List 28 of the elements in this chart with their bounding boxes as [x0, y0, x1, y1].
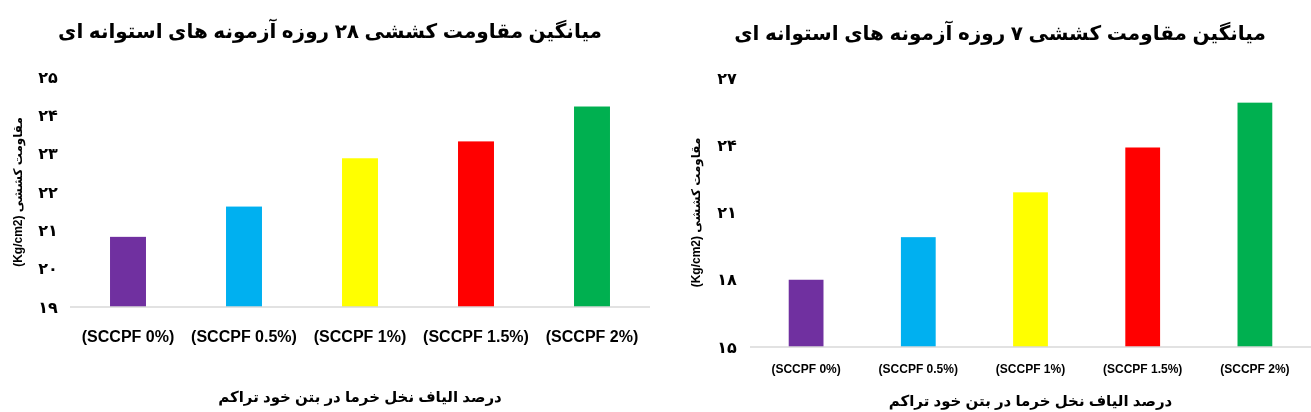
x-tick-label: (SCCPF 1.5%) [1103, 362, 1183, 376]
y-tick-label: ۲۳ [38, 145, 58, 163]
x-tick-label: (SCCPF 2%) [545, 328, 639, 345]
x-tick-label: (SCCPF 1%) [995, 362, 1066, 376]
y-tick-label: ۲۰ [38, 260, 58, 278]
y-axis-title: مقاومت کششی (Kg/cm2) [11, 117, 26, 267]
chart-title: میانگین مقاومت کششی ۲۸ روزه آزمونه های استوانه ای [58, 18, 602, 43]
x-tick-label: (SCCPF 0.5%) [878, 362, 958, 376]
y-tick-label: ۲۱ [38, 221, 58, 239]
y-tick-label: ۲۴ [717, 136, 737, 154]
y-tick-label: ۲۴ [38, 106, 58, 124]
x-axis-title: درصد الیاف نخل خرما در بتن خود تراکم [218, 388, 503, 406]
y-tick-label: ۱۵ [717, 338, 737, 356]
chart-title: میانگین مقاومت کششی ۷ روزه آزمونه های استوانه ای [734, 20, 1266, 45]
y-tick-label: ۲۷ [717, 69, 737, 87]
x-tick-label: (SCCPF 1%) [313, 328, 407, 345]
y-tick-label: ۲۲ [38, 183, 58, 201]
y-tick-label: ۲۵ [38, 68, 58, 86]
x-tick-label: (SCCPF 1.5%) [423, 328, 529, 345]
y-tick-label: ۲۱ [717, 204, 737, 221]
x-tick-label: (SCCPF 0%) [81, 328, 175, 345]
x-axis-title: درصد الیاف نخل خرما در بتن خود تراکم [888, 392, 1173, 410]
x-tick-label: (SCCPF 2%) [1220, 362, 1290, 376]
y-tick-label: ۱۸ [717, 271, 737, 289]
x-tick-label: (SCCPF 0%) [771, 362, 841, 376]
y-axis-title: مقاومت کششی (Kg/cm2) [689, 137, 704, 288]
x-tick-label: (SCCPF 0.5%) [191, 328, 297, 345]
y-tick-label: ۱۹ [38, 298, 58, 316]
